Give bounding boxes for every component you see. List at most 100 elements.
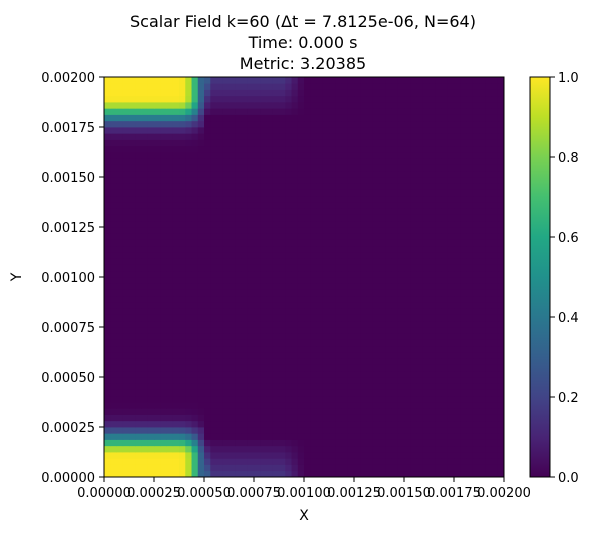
heatmap-cell: [304, 402, 311, 409]
heatmap-cell: [372, 408, 380, 415]
heatmap-cell: [279, 358, 286, 365]
heatmap-cell: [222, 195, 230, 203]
heatmap-cell: [160, 302, 167, 309]
heatmap-cell: [166, 377, 174, 384]
heatmap-cell: [229, 89, 236, 97]
heatmap-cell: [104, 427, 111, 434]
heatmap-cell: [385, 89, 392, 97]
heatmap-cell: [491, 289, 499, 297]
heatmap-cell: [185, 102, 192, 109]
heatmap-cell: [360, 277, 367, 284]
heatmap-cell: [197, 470, 205, 478]
heatmap-cell: [397, 389, 405, 397]
heatmap-cell: [366, 439, 374, 447]
heatmap-cell: [247, 245, 255, 253]
heatmap-cell: [454, 233, 461, 240]
heatmap-cell: [497, 227, 505, 234]
heatmap-cell: [104, 339, 111, 347]
heatmap-cell: [366, 170, 374, 178]
heatmap-cell: [472, 258, 480, 265]
heatmap-cell: [422, 364, 430, 372]
heatmap-cell: [385, 345, 392, 353]
heatmap-cell: [191, 264, 199, 272]
heatmap-cell: [110, 108, 117, 115]
heatmap-cell: [447, 308, 455, 315]
heatmap-cell: [354, 452, 361, 459]
heatmap-cell: [104, 333, 111, 340]
heatmap-cell: [229, 339, 236, 347]
heatmap-cell: [347, 258, 355, 265]
heatmap-cell: [416, 295, 424, 303]
heatmap-cell: [229, 395, 236, 403]
heatmap-cell: [497, 302, 505, 309]
heatmap-cell: [266, 214, 274, 222]
heatmap-cell: [485, 464, 492, 472]
heatmap-cell: [485, 227, 492, 234]
heatmap-cell: [479, 214, 486, 222]
heatmap-cell: [329, 158, 336, 165]
heatmap-cell: [366, 258, 374, 265]
heatmap-cell: [435, 152, 442, 159]
heatmap-cell: [116, 127, 124, 134]
heatmap-cell: [329, 377, 336, 384]
heatmap-cell: [210, 277, 217, 284]
heatmap-cell: [147, 239, 155, 247]
heatmap-cell: [135, 102, 142, 109]
heatmap-cell: [460, 439, 467, 447]
heatmap-cell: [216, 283, 224, 290]
heatmap-cell: [116, 339, 124, 347]
heatmap-cell: [441, 320, 449, 328]
heatmap-cell: [241, 358, 249, 365]
heatmap-cell: [354, 108, 361, 115]
heatmap-cell: [247, 145, 255, 153]
heatmap-cell: [429, 139, 436, 147]
heatmap-cell: [141, 420, 149, 428]
heatmap-cell: [210, 308, 217, 315]
heatmap-cell: [366, 145, 374, 153]
heatmap-cell: [422, 195, 430, 203]
heatmap-cell: [235, 458, 242, 465]
heatmap-cell: [422, 314, 430, 322]
heatmap-cell: [116, 345, 124, 353]
heatmap-cell: [466, 327, 474, 334]
heatmap-cell: [429, 108, 436, 115]
heatmap-cell: [497, 177, 505, 184]
heatmap-cell: [379, 445, 386, 453]
heatmap-cell: [116, 277, 124, 284]
heatmap-cell: [260, 108, 267, 115]
heatmap-cell: [322, 352, 330, 359]
heatmap-cell: [129, 252, 136, 259]
heatmap-cell: [391, 77, 399, 84]
heatmap-cell: [141, 183, 149, 190]
heatmap-cell: [297, 345, 305, 353]
heatmap-cell: [122, 277, 130, 284]
heatmap-cell: [172, 133, 180, 140]
heatmap-cell: [166, 133, 174, 140]
heatmap-cell: [116, 402, 124, 409]
heatmap-cell: [272, 358, 280, 365]
heatmap-cell: [116, 145, 124, 153]
heatmap-cell: [341, 314, 349, 322]
heatmap-cell: [222, 227, 230, 234]
heatmap-cell: [154, 158, 161, 165]
heatmap-cell: [141, 302, 149, 309]
heatmap-cell: [366, 433, 374, 440]
heatmap-cell: [429, 433, 436, 440]
heatmap-cell: [422, 395, 430, 403]
heatmap-cell: [285, 352, 292, 359]
heatmap-cell: [185, 264, 192, 272]
heatmap-cell: [272, 95, 280, 103]
heatmap-cell: [185, 270, 192, 278]
heatmap-cell: [316, 352, 324, 359]
heatmap-cell: [491, 458, 499, 465]
heatmap-cell: [347, 264, 355, 272]
heatmap-cell: [466, 233, 474, 240]
heatmap-cell: [391, 252, 399, 259]
heatmap-cell: [491, 439, 499, 447]
heatmap-cell: [347, 389, 355, 397]
heatmap-cell: [116, 214, 124, 222]
heatmap-cell: [235, 220, 242, 228]
heatmap-cell: [479, 314, 486, 322]
heatmap-cell: [360, 345, 367, 353]
heatmap-cell: [460, 302, 467, 309]
